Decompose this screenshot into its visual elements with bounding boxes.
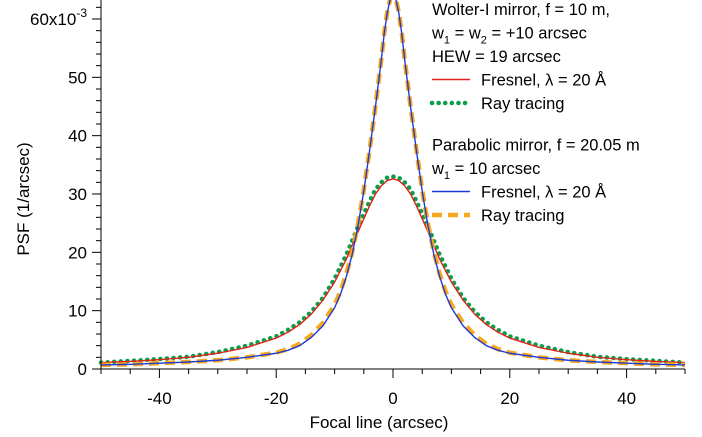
y-tick-label: 50 xyxy=(68,68,87,87)
axes: -40 -20 0 20 40 0 10 20 30 40 50 60x10-3 xyxy=(30,0,686,408)
legend-heading-line: w1 = w2 = +10 arcsec xyxy=(431,25,587,47)
legend-entry-label: Ray tracing xyxy=(481,95,564,113)
legend: Wolter-I mirror, f = 10 m, w1 = w2 = +10 … xyxy=(429,1,640,225)
y-tick-label: 20 xyxy=(68,243,87,262)
series-line-wolter-i-fresnel xyxy=(100,178,686,364)
legend-entry-label: Ray tracing xyxy=(481,207,564,225)
x-tick-label: 20 xyxy=(500,389,519,408)
x-tick-label: -20 xyxy=(264,389,289,408)
legend-heading-line: Parabolic mirror, f = 20.05 m xyxy=(432,137,640,155)
x-axis-title: Focal line (arcsec) xyxy=(310,413,449,432)
y-tick-label: 10 xyxy=(68,302,87,321)
legend-entry-label: Fresnel, λ = 20 Å xyxy=(481,71,606,90)
legend-heading-line: Wolter-I mirror, f = 10 m, xyxy=(432,1,610,19)
x-tick-label: -40 xyxy=(147,389,172,408)
y-tick-label: 40 xyxy=(68,127,87,146)
y-tick-label: 0 xyxy=(78,360,87,379)
plot-area xyxy=(98,0,688,368)
series-line-parabolic-ray-tracing xyxy=(100,0,686,368)
x-tick-label: 0 xyxy=(388,389,397,408)
y-tick-label: 30 xyxy=(68,185,87,204)
x-tick-label: 40 xyxy=(617,389,636,408)
series-line-wolter-i-ray-tracing xyxy=(98,174,688,365)
legend-entry-label: Fresnel, λ = 20 Å xyxy=(481,183,606,202)
series-line-parabolic-fresnel xyxy=(100,0,686,366)
legend-heading-line: HEW = 19 arcsec xyxy=(432,48,561,66)
y-axis-title: PSF (1/arcsec) xyxy=(14,142,33,255)
y-tick-label: 60x10-3 xyxy=(30,6,87,29)
legend-heading-line: w1 = 10 arcsec xyxy=(431,160,540,182)
